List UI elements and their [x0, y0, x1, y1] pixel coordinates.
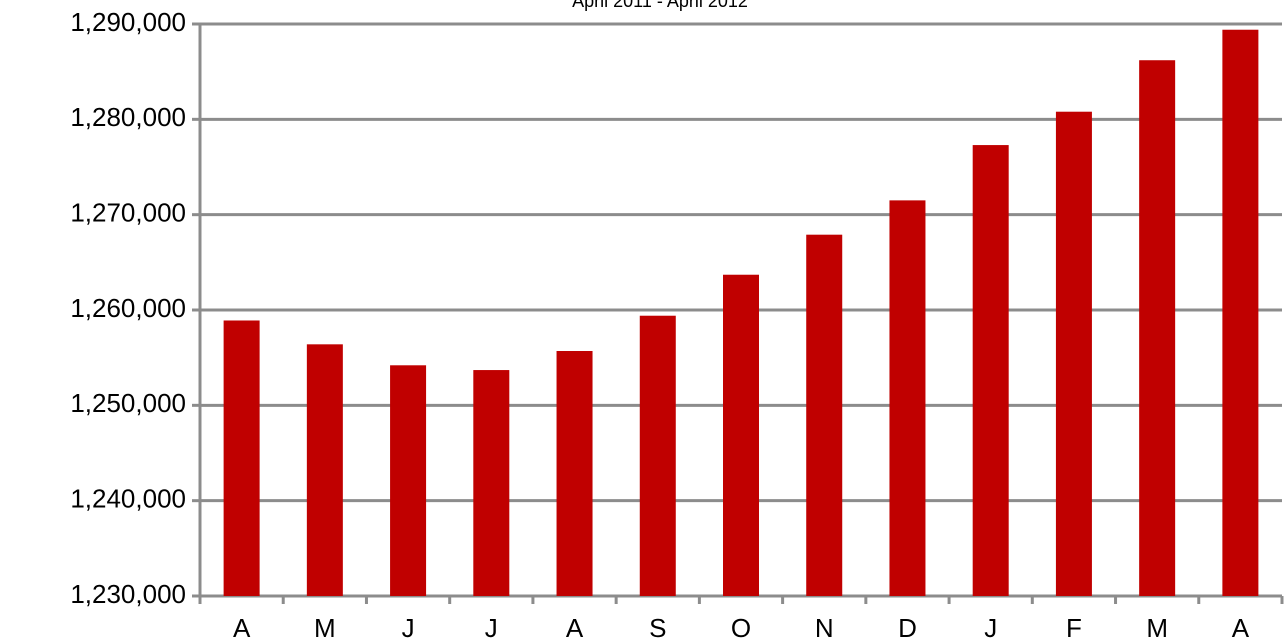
y-tick-label: 1,230,000 [70, 579, 186, 609]
x-tick-label: J [984, 613, 997, 643]
y-tick-label: 1,270,000 [70, 198, 186, 228]
x-tick-label: A [1232, 613, 1250, 643]
y-tick-label: 1,250,000 [70, 388, 186, 418]
y-tick-label: 1,260,000 [70, 293, 186, 323]
bar [306, 344, 343, 596]
bar [556, 350, 593, 596]
x-tick-label: F [1066, 613, 1082, 643]
bar [1055, 111, 1092, 596]
x-tick-label: A [233, 613, 251, 643]
x-tick-label: O [731, 613, 751, 643]
x-tick-label: M [314, 613, 336, 643]
bar [639, 315, 676, 596]
bar [473, 370, 510, 596]
x-tick-label: J [485, 613, 498, 643]
bar [223, 320, 260, 596]
y-tick-label: 1,290,000 [70, 7, 186, 37]
y-tick-label: 1,240,000 [70, 484, 186, 514]
y-tick-label: 1,280,000 [70, 102, 186, 132]
bar [723, 274, 759, 596]
bar [972, 145, 1009, 596]
bar [806, 234, 843, 597]
bar [889, 200, 926, 596]
bar [1139, 60, 1176, 596]
x-tick-label: J [402, 613, 415, 643]
chart-title: April 2011 - April 2012 [572, 0, 748, 11]
bar [1222, 29, 1259, 597]
x-tick-label: S [649, 613, 666, 643]
x-tick-label: A [566, 613, 584, 643]
x-tick-label: D [898, 613, 917, 643]
bar [390, 365, 427, 596]
x-tick-label: N [815, 613, 834, 643]
x-tick-label: M [1146, 613, 1168, 643]
